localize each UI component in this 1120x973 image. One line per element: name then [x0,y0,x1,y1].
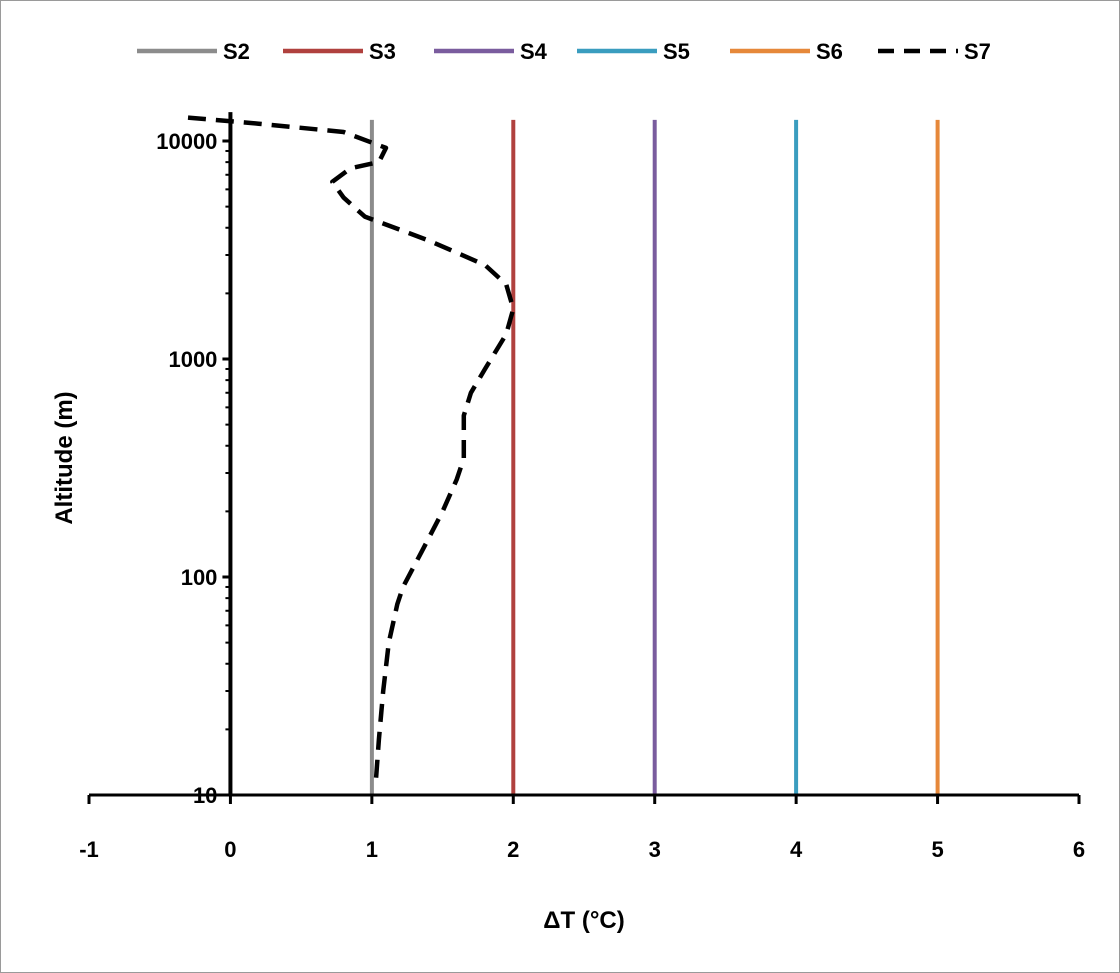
y-tick-label: 100 [181,565,218,590]
legend-label-s2: S2 [223,39,250,64]
x-tick-label: -1 [79,837,99,862]
legend: S2 S3 S4 S5 S6 S7 [137,39,991,64]
legend-label-s3: S3 [369,39,396,64]
x-tick-label: 6 [1073,837,1085,862]
x-tick-label: 1 [366,837,378,862]
x-tick-label: 4 [790,837,803,862]
y-axis-title: Altitude (m) [51,391,78,524]
legend-label-s4: S4 [520,39,548,64]
y-tick-label: 1000 [168,347,217,372]
x-tick-label: 3 [649,837,661,862]
legend-label-s5: S5 [663,39,690,64]
y-tick-label: 10000 [156,129,217,154]
x-tick-label: 2 [507,837,519,862]
x-tick-label: 5 [931,837,943,862]
series-layer [187,115,940,795]
legend-label-s7: S7 [964,39,991,64]
x-tick-label: 0 [224,837,236,862]
x-axis-title: ΔT (°C) [543,907,625,934]
series-line-s7 [187,115,516,778]
legend-label-s6: S6 [816,39,843,64]
